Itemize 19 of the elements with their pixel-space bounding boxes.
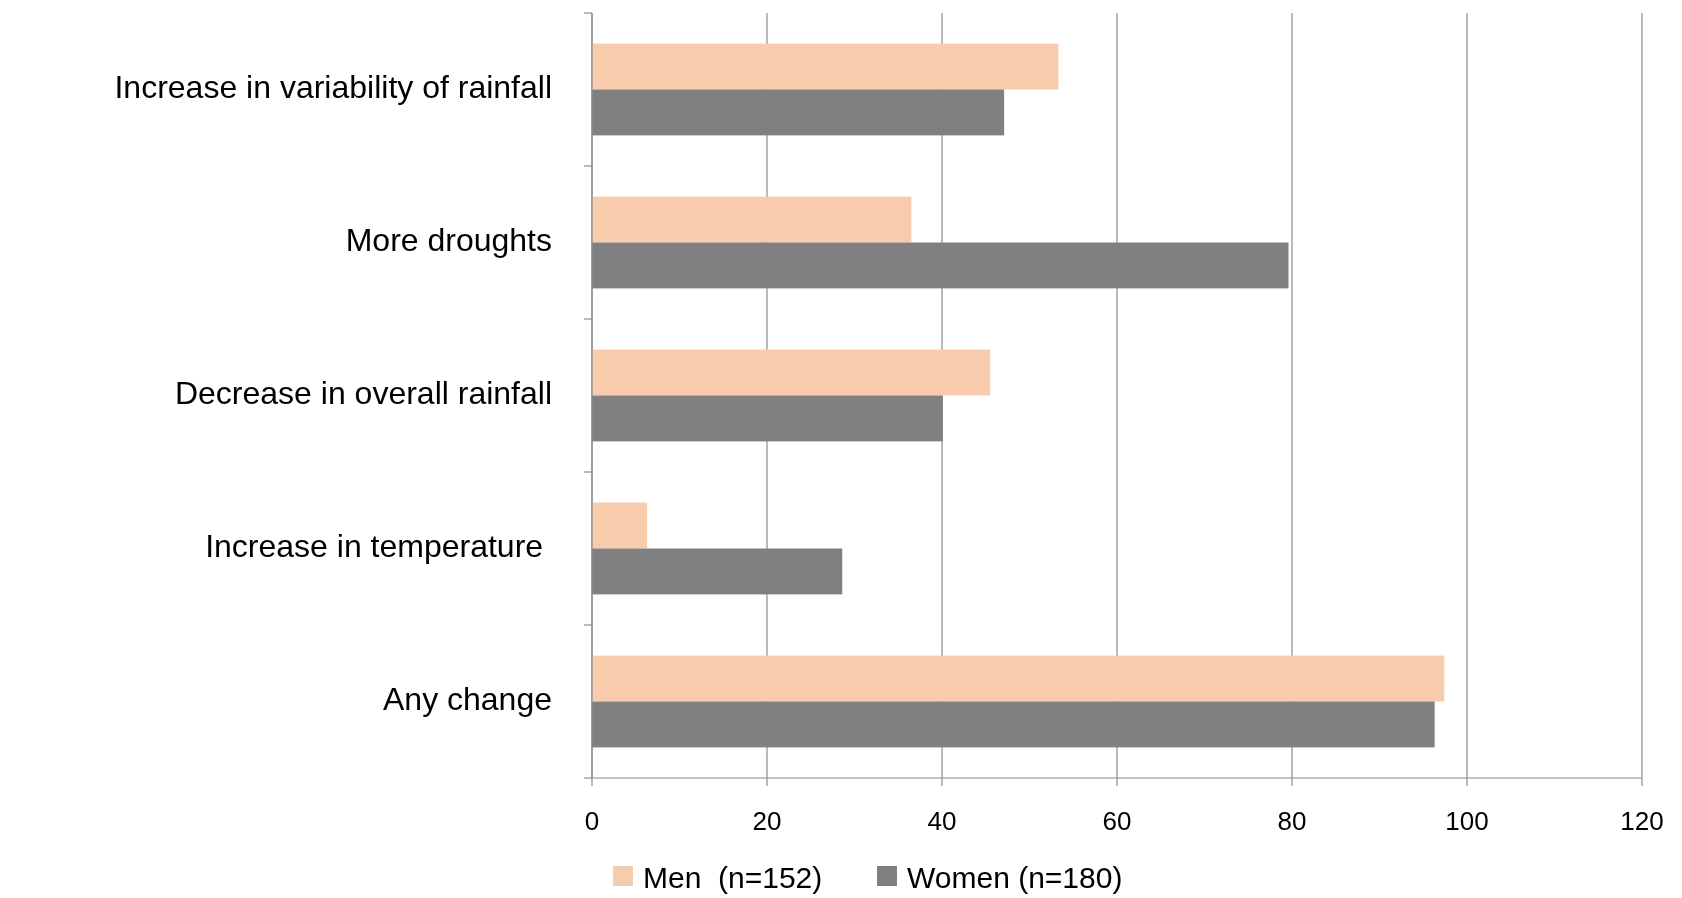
legend-label: Women (n=180): [907, 861, 1123, 894]
y-tick-label: Increase in temperature: [205, 527, 552, 564]
x-tick-label: 120: [1620, 806, 1664, 836]
y-tick-label: Any change: [382, 680, 552, 717]
bar: [592, 655, 1445, 702]
x-tick-label: 20: [752, 806, 782, 836]
x-tick-label: 80: [1277, 806, 1307, 836]
x-tick-label: 40: [927, 806, 957, 836]
x-tick-label: 60: [1102, 806, 1132, 836]
legend-label: Men (n=152): [643, 861, 823, 894]
x-tick-label: 100: [1445, 806, 1489, 836]
x-tick-label: 0: [584, 806, 600, 836]
bar: [592, 43, 1059, 90]
y-tick-label: Increase in variability of rainfall: [114, 68, 552, 105]
bar: [592, 502, 648, 549]
bar: [592, 349, 991, 396]
y-tick-label: Decrease in overall rainfall: [174, 374, 552, 411]
y-tick-label: More droughts: [345, 221, 552, 258]
bar: [592, 196, 912, 243]
